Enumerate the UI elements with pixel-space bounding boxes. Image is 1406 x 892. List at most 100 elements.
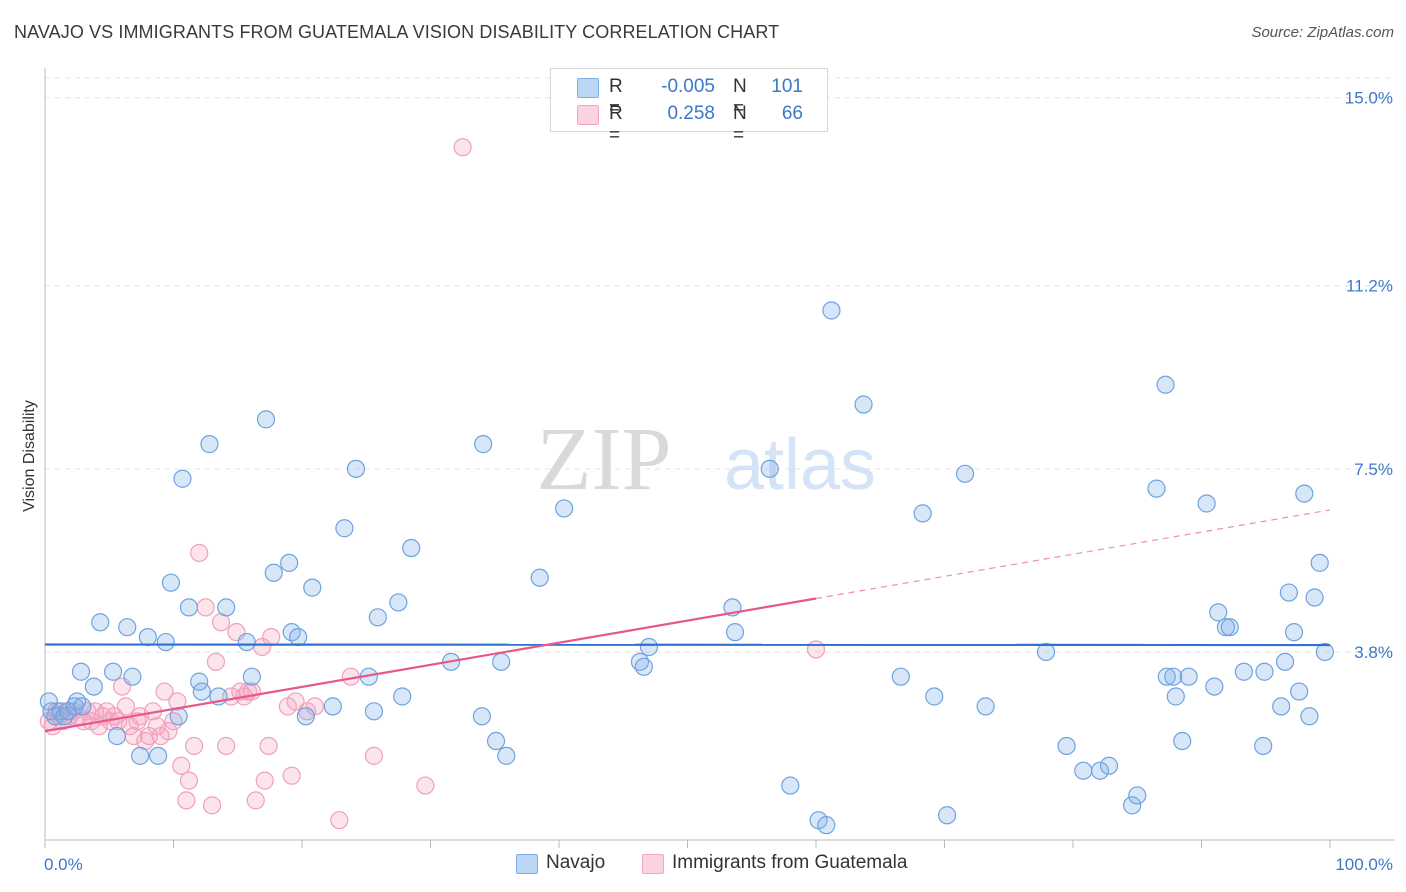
navajo-point <box>179 598 199 617</box>
navajo-point <box>1305 588 1324 607</box>
navajo-point <box>1197 494 1216 513</box>
navajo-point <box>256 410 276 429</box>
navajo-point <box>1254 736 1273 756</box>
guatemala-point <box>282 766 301 785</box>
navajo-point <box>364 702 384 721</box>
guatemala-point <box>172 756 191 775</box>
navajo-point <box>71 662 91 681</box>
navajo-point <box>368 608 387 627</box>
navajo-point <box>148 746 168 765</box>
navajo-point <box>639 637 659 657</box>
navajo-point <box>1164 667 1183 686</box>
navajo-point <box>280 553 299 572</box>
legend-r-label: R = <box>609 103 623 146</box>
navajo-point <box>1057 736 1076 756</box>
legend-label-navajo: Navajo <box>546 852 606 873</box>
navajo-point <box>937 806 957 825</box>
trend-lines <box>44 509 1331 733</box>
navajo-point <box>1209 603 1228 622</box>
navajo-point <box>402 538 421 558</box>
navajo-point <box>725 623 745 642</box>
guatemala-point <box>330 811 349 830</box>
guatemala-point <box>259 736 278 756</box>
navajo-swatch <box>577 78 599 98</box>
legend-n-label: N = <box>733 76 747 119</box>
navajo-point <box>1295 484 1314 503</box>
navajo-point <box>472 707 491 726</box>
legend-n-value: 66 <box>781 103 803 124</box>
guatemala-point <box>246 791 265 810</box>
navajo-point <box>65 697 84 716</box>
navajo-point <box>1036 642 1056 662</box>
x-tick-label: 0.0% <box>44 855 83 874</box>
navajo-point <box>242 667 261 686</box>
guatemala-point <box>168 692 187 711</box>
navajo-point <box>323 697 342 716</box>
navajo-point <box>68 692 87 711</box>
guatemala-point <box>184 736 204 756</box>
tick-labels: 3.8% 7.5% 11.2% 15.0% 0.0% 100.0% <box>44 89 1393 874</box>
y-tick-label: 3.8% <box>1354 643 1393 662</box>
guatemala-trend-line <box>44 597 817 733</box>
guatemala-point <box>286 692 305 711</box>
navajo-point <box>1205 677 1224 696</box>
navajo-point <box>296 707 315 726</box>
guatemala-trend-extension <box>815 509 1331 600</box>
watermark-zip: ZIP <box>537 410 672 509</box>
guatemala-point <box>179 771 199 790</box>
legend-n-value: 101 <box>771 76 803 97</box>
navajo-point <box>130 746 150 765</box>
navajo-point <box>104 662 123 681</box>
guatemala-point <box>416 776 435 795</box>
navajo-point <box>634 657 653 676</box>
navajo-point <box>781 776 800 795</box>
guatemala-swatch <box>642 854 664 874</box>
navajo-point <box>1220 618 1239 637</box>
navajo-point <box>389 593 408 612</box>
navajo-point <box>393 687 412 706</box>
navajo-point <box>1156 375 1175 394</box>
navajo-point <box>91 613 110 632</box>
navajo-swatch <box>516 854 538 874</box>
navajo-point <box>474 435 493 454</box>
navajo-point <box>161 573 181 592</box>
navajo-point <box>73 697 92 716</box>
navajo-point <box>1157 667 1176 686</box>
navajo-point <box>335 519 354 538</box>
navajo-point <box>1123 796 1142 815</box>
navajo-point <box>955 464 975 483</box>
navajo-point <box>169 707 188 726</box>
navajo-point <box>217 598 236 617</box>
navajo-point <box>1128 786 1147 805</box>
navajo-point <box>976 697 995 716</box>
navajo-point <box>156 632 175 652</box>
navajo-point <box>1300 707 1319 726</box>
guatemala-point <box>255 771 274 790</box>
navajo-point <box>497 746 516 765</box>
guatemala-point <box>116 697 136 716</box>
guatemala-point <box>155 682 174 701</box>
series-legend: Navajo Immigrants from Guatemala <box>0 852 1406 878</box>
navajo-point <box>107 726 127 746</box>
legend-n-label: N = <box>733 103 747 146</box>
navajo-point <box>530 568 549 587</box>
chart-title: NAVAJO VS IMMIGRANTS FROM GUATEMALA VISI… <box>14 22 780 42</box>
navajo-point <box>492 652 511 671</box>
guatemala-point <box>217 736 236 756</box>
navajo-point <box>200 435 219 454</box>
navajo-point <box>486 731 506 751</box>
navajo-point <box>173 469 192 488</box>
guatemala-points <box>39 138 826 830</box>
navajo-point <box>760 459 779 478</box>
grid-lines <box>45 77 1395 653</box>
guatemala-point <box>202 796 222 815</box>
watermark-atlas: atlas <box>724 425 876 505</box>
navajo-point <box>237 632 256 652</box>
guatemala-point <box>262 628 281 647</box>
navajo-point <box>925 687 944 706</box>
navajo-point <box>1284 623 1304 642</box>
legend-label-guatemala: Immigrants from Guatemala <box>672 852 908 873</box>
navajo-point <box>1179 667 1198 686</box>
navajo-point <box>1074 761 1093 780</box>
